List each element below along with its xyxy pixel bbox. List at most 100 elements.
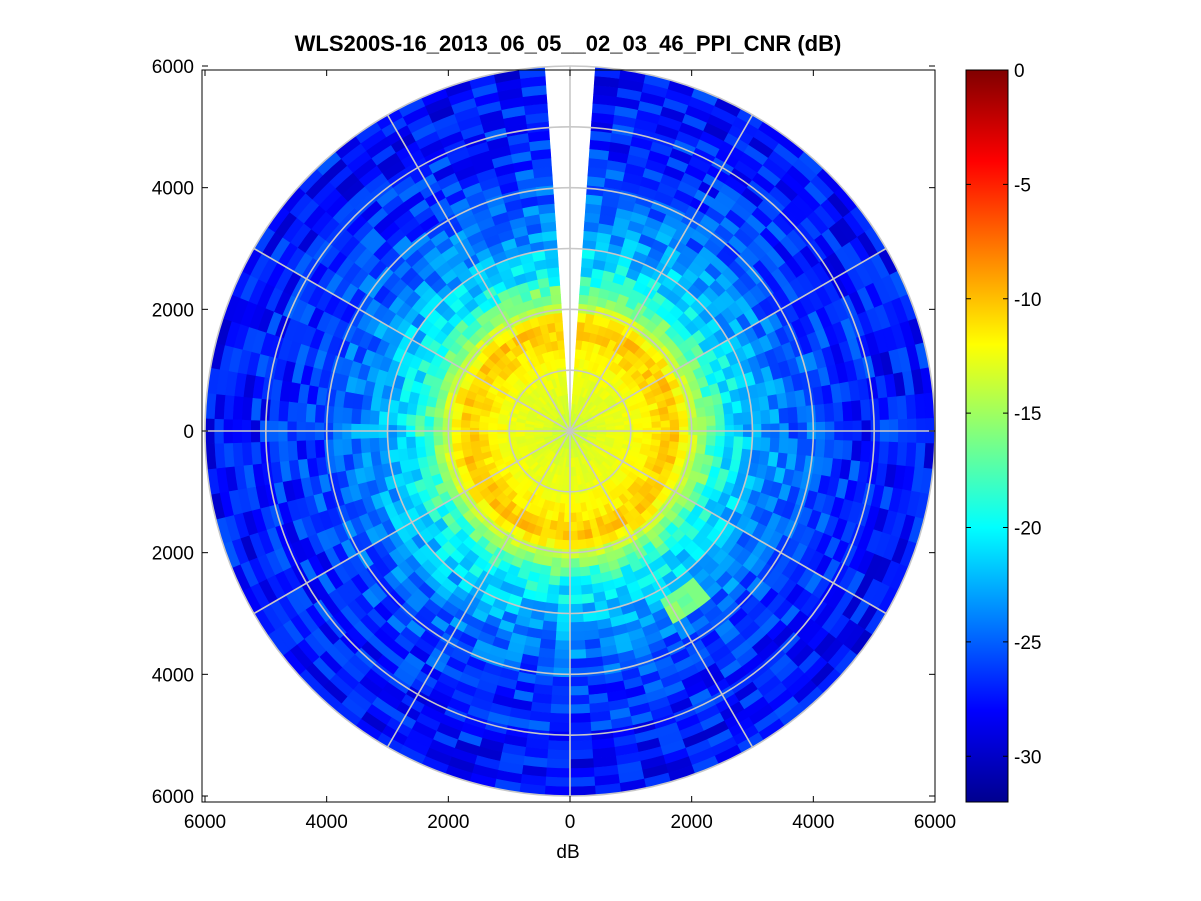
ppi-cell <box>442 443 454 454</box>
ppi-cell <box>556 612 571 623</box>
ppi-cell <box>555 621 571 633</box>
ppi-cell <box>314 403 326 423</box>
ppi-cell <box>451 434 462 444</box>
ppi-cell <box>642 422 653 429</box>
ppi-cell <box>415 445 427 459</box>
ppi-cell <box>896 395 908 420</box>
ppi-cell <box>678 434 689 444</box>
ppi-cell <box>832 402 844 423</box>
y-tick-label: 4000 <box>152 665 194 686</box>
ppi-cell <box>563 512 571 523</box>
ppi-cell <box>441 434 453 445</box>
colorbar-tick-label: -25 <box>1014 633 1041 654</box>
ppi-cell <box>769 437 781 454</box>
chart-title: WLS200S-16_2013_06_05__02_03_46_PPI_CNR … <box>295 31 842 56</box>
ppi-cell <box>433 444 445 456</box>
ppi-cell <box>268 440 280 463</box>
ppi-cell <box>405 413 417 426</box>
ppi-cell <box>277 400 290 422</box>
ppi-cell <box>569 612 584 623</box>
ppi-cell <box>624 423 635 430</box>
ppi-cell <box>869 398 881 421</box>
ppi-cell <box>505 432 516 439</box>
ppi-cell <box>696 435 708 446</box>
ppi-cell <box>687 434 699 445</box>
ppi-cell <box>569 712 591 724</box>
colorbar-tick-label: -15 <box>1014 404 1041 425</box>
x-tick-label: 6000 <box>914 812 956 833</box>
x-tick-label: 4000 <box>306 812 348 833</box>
ppi-cell <box>577 548 589 559</box>
y-tick-label: 6000 <box>152 57 194 78</box>
ppi-cell <box>369 437 380 453</box>
ppi-cell <box>578 294 590 305</box>
ppi-cell <box>323 404 335 424</box>
ppi-cell <box>823 402 835 423</box>
ppi-cell <box>677 410 689 420</box>
ppi-cell <box>583 528 594 540</box>
ppi-cell <box>787 406 799 424</box>
colorbar-tick-label: -30 <box>1014 747 1041 768</box>
ppi-cell <box>562 530 571 541</box>
ppi-cell <box>314 439 326 459</box>
ppi-cell <box>268 399 280 422</box>
ppi-cell <box>569 512 577 523</box>
ppi-cell <box>432 416 444 427</box>
ppi-cell <box>550 294 562 305</box>
ppi-cell <box>296 439 308 460</box>
ppi-cell <box>580 266 594 278</box>
ppi-cell <box>705 435 717 447</box>
ppi-cell <box>569 649 587 660</box>
ppi-cell <box>805 404 817 424</box>
ppi-cell <box>545 593 559 605</box>
ppi-cell <box>569 567 581 578</box>
ppi-cell <box>559 357 566 369</box>
ppi-cell <box>850 400 863 422</box>
ppi-cell <box>423 415 435 427</box>
ppi-cell <box>569 703 591 715</box>
ppi-cell <box>469 433 480 442</box>
ppi-cell <box>451 442 463 452</box>
ppi-cell <box>569 785 596 796</box>
ppi-cell <box>569 721 592 733</box>
ppi-cell <box>714 414 726 427</box>
ppi-cell <box>414 414 426 427</box>
ppi-cell <box>722 446 734 460</box>
ppi-cell <box>560 558 571 569</box>
ppi-cell <box>546 758 571 769</box>
ppi-cell <box>561 539 571 550</box>
ppi-cell <box>574 502 582 514</box>
ppi-cell <box>586 546 597 558</box>
ppi-cell <box>569 585 582 596</box>
ppi-cell <box>569 667 588 678</box>
ppi-cell <box>832 439 844 460</box>
ppi-cell <box>546 322 557 334</box>
ppi-cell <box>569 749 594 760</box>
ppi-cell <box>487 433 498 440</box>
ppi-cell <box>277 440 290 462</box>
ppi-cell <box>584 537 596 549</box>
ppi-cell <box>896 442 908 467</box>
ppi-cell <box>760 437 771 453</box>
ppi-cell <box>232 442 244 467</box>
ppi-cell <box>577 303 589 314</box>
ppi-cell <box>460 419 471 428</box>
ppi-cell <box>305 439 317 460</box>
colorbar-tick-label: 0 <box>1014 61 1025 82</box>
ppi-cell <box>559 567 571 578</box>
ppi-cell <box>514 432 525 438</box>
ppi-cell <box>241 396 253 421</box>
ppi-cell <box>841 401 854 422</box>
ppi-cell <box>424 444 436 457</box>
ppi-cell <box>544 785 571 796</box>
ppi-cell <box>539 638 556 650</box>
ppi-cell <box>580 584 594 596</box>
ppi-cell <box>549 712 571 724</box>
ppi-cell <box>543 304 554 316</box>
ppi-cell <box>569 530 578 541</box>
ppi-cell <box>460 441 472 451</box>
ppi-cell <box>441 417 453 428</box>
ppi-cell <box>769 408 781 425</box>
ppi-cell <box>541 230 557 242</box>
